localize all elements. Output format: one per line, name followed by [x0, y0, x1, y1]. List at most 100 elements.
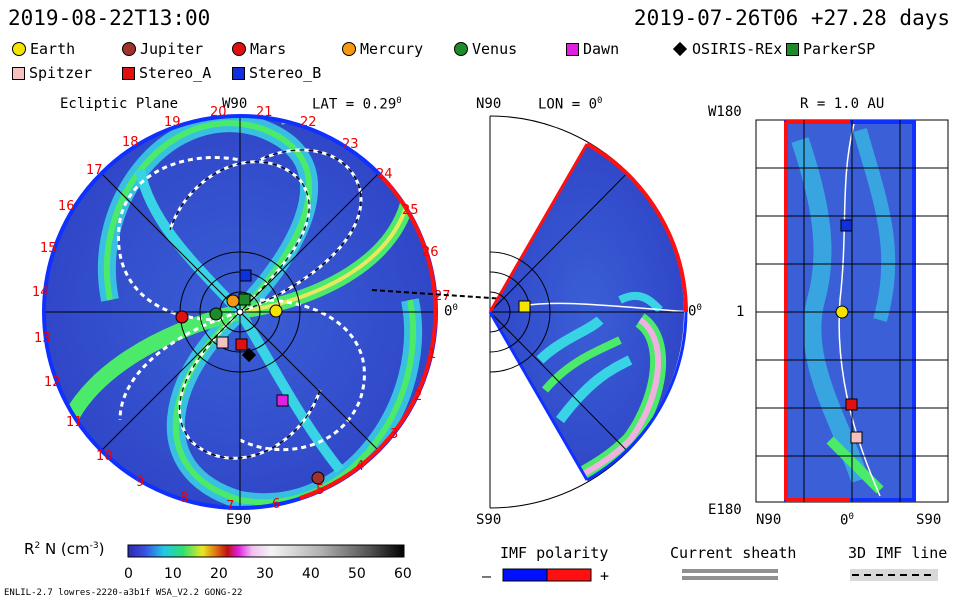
red-num-22: 22: [300, 115, 317, 130]
map-earth-marker: [835, 305, 849, 319]
red-num-23: 23: [342, 137, 359, 152]
mars-icon: [232, 42, 246, 56]
legend-parkersp: ParkerSP: [786, 40, 875, 58]
current-sheath-glyph: [682, 569, 778, 580]
red-num-14: 14: [32, 285, 49, 300]
legend-jupiter: Jupiter: [122, 40, 203, 58]
parkersp-marker: [238, 293, 251, 306]
ecliptic-red-numbers: 20 21 22 23 24 25 26 27 1 2 3 4 5 6 7 8 …: [32, 105, 451, 514]
timestamp-left: 2019-08-22T13:00: [8, 6, 211, 30]
map-title: R = 1.0 AU: [800, 96, 885, 112]
red-num-2: 2: [414, 389, 422, 404]
stereo-b-marker: [239, 269, 252, 282]
legend-venus: Venus: [454, 40, 517, 58]
red-num-19: 19: [164, 115, 181, 130]
spitzer-marker: [216, 336, 229, 349]
sun-marker: [236, 308, 244, 316]
red-num-16: 16: [58, 199, 75, 214]
map-x-right-label: S90: [916, 512, 942, 528]
earth-icon: [12, 42, 26, 56]
jupiter-icon: [122, 42, 136, 56]
red-num-17: 17: [86, 163, 103, 178]
meridional-top-label: N90: [476, 96, 502, 112]
map-stereo-b-marker: [840, 219, 853, 232]
map-top-left-label: W180: [708, 104, 742, 120]
imf-polarity-title: IMF polarity: [500, 544, 609, 562]
red-num-5: 5: [316, 483, 324, 498]
colorbar-tick-20: 20: [210, 566, 228, 582]
jupiter-marker: [311, 471, 325, 485]
red-num-6: 6: [272, 497, 280, 512]
dawn-marker: [276, 394, 289, 407]
legend-stereo-b: Stereo_B: [232, 64, 321, 82]
legend-mercury: Mercury: [342, 40, 423, 58]
red-num-1: 1: [428, 347, 436, 362]
legend-earth: Earth: [12, 40, 75, 58]
stereo-a-marker: [235, 338, 248, 351]
ecliptic-bottom-label: E90: [226, 512, 252, 528]
spitzer-icon: [12, 66, 25, 80]
colorbar-tick-10: 10: [164, 566, 182, 582]
osiris-rex-marker: [241, 347, 257, 363]
map-spitzer-marker: [850, 431, 863, 444]
imf-minus-label: –: [482, 567, 492, 585]
red-num-26: 26: [422, 245, 439, 260]
legend-spitzer: Spitzer: [12, 64, 92, 82]
red-num-24: 24: [376, 167, 393, 182]
stereo-a-icon: [122, 66, 135, 80]
current-sheath-title: Current sheath: [670, 544, 797, 562]
red-num-3: 3: [390, 427, 398, 442]
ecliptic-title: Ecliptic Plane: [60, 96, 179, 112]
legend-stereo-a: Stereo_A: [122, 64, 211, 82]
ecliptic-top-label: W90: [222, 96, 248, 112]
map-bottom-left-label: E180: [708, 502, 742, 518]
density-colorbar: 0 10 20 30 40 50 60: [124, 544, 412, 582]
map-x-mid-label: 00: [840, 512, 854, 529]
red-num-4: 4: [356, 459, 364, 474]
red-num-13: 13: [34, 331, 51, 346]
legend-dawn: Dawn: [566, 40, 619, 58]
colorbar-tick-50: 50: [348, 566, 366, 582]
earth-connector-line: [371, 289, 521, 301]
red-num-18: 18: [122, 135, 139, 150]
dawn-icon: [566, 42, 579, 56]
red-num-21: 21: [256, 105, 273, 120]
meridional-earth-marker: [518, 300, 531, 313]
red-num-25: 25: [402, 203, 419, 218]
legend-mars: Mars: [232, 40, 286, 58]
meridional-bottom-label: S90: [476, 512, 502, 528]
imf-line-title: 3D IMF line: [848, 544, 948, 562]
red-num-27: 27: [434, 289, 451, 304]
red-num-10: 10: [96, 449, 113, 464]
ecliptic-lat-label: LAT = 0.290: [312, 96, 402, 113]
earth-marker: [269, 304, 283, 318]
venus-marker: [209, 307, 223, 321]
meridional-right-label: 00: [688, 303, 702, 320]
colorbar-tick-60: 60: [394, 566, 412, 582]
mars-marker: [175, 310, 189, 324]
ecliptic-right-label: 00: [444, 303, 458, 320]
red-num-7: 7: [226, 499, 234, 514]
mercury-marker: [226, 294, 240, 308]
venus-icon: [454, 42, 468, 56]
footer-run-info: ENLIL-2.7 lowres-2220-a3b1f WSA_V2.2 GON…: [4, 588, 243, 598]
stereo-b-icon: [232, 66, 245, 80]
colorbar-tick-30: 30: [256, 566, 274, 582]
red-num-20: 20: [210, 105, 227, 120]
red-num-15: 15: [40, 241, 57, 256]
ecliptic-markers: [175, 269, 325, 485]
red-num-11: 11: [66, 415, 83, 430]
legend-osiris-rex: OSIRIS-REx: [672, 40, 782, 58]
map-x-left-label: N90: [756, 512, 782, 528]
red-num-12: 12: [44, 375, 61, 390]
timestamp-right: 2019-07-26T06 +27.28 days: [633, 6, 950, 30]
imf-polarity-bar: [502, 568, 592, 582]
meridional-lon-label: LON = 00: [538, 96, 603, 113]
red-num-9: 9: [136, 475, 144, 490]
parkersp-icon: [786, 42, 799, 56]
map-mid-left-label: 1: [736, 304, 745, 320]
imf-line-glyph: [850, 569, 938, 581]
colorbar-tick-0: 0: [124, 566, 133, 582]
colorbar-label: R2 N (cm-3): [24, 540, 105, 558]
